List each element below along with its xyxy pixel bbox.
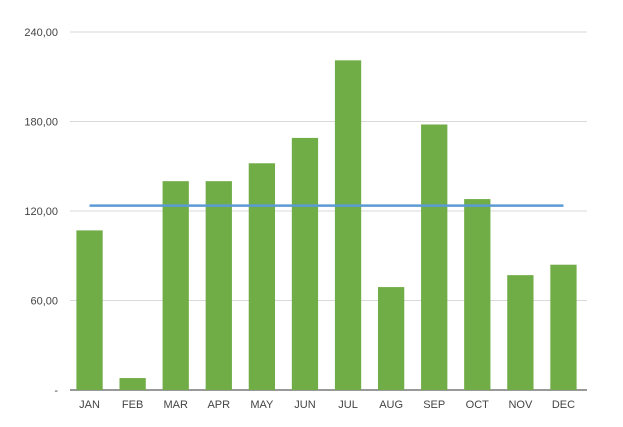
bar-aug: [377, 287, 405, 390]
x-tick-label: SEP: [423, 399, 445, 411]
x-tick-label: OCT: [466, 399, 490, 411]
x-tick-label: MAY: [250, 399, 274, 411]
bar-feb: [119, 378, 146, 390]
x-tick-label: APR: [207, 399, 230, 411]
bars: [76, 60, 577, 390]
bar-jun: [291, 137, 319, 390]
gridlines: [70, 31, 587, 391]
y-tick-label: -: [54, 385, 58, 397]
y-tick-label: 120,00: [24, 206, 58, 218]
bar-dec: [550, 264, 577, 390]
bar-jul: [334, 60, 362, 390]
x-tick-label: JUL: [338, 399, 358, 411]
x-tick-label: FEB: [122, 399, 143, 411]
y-tick-label: 60,00: [30, 296, 58, 308]
y-tick-label: 240,00: [24, 27, 58, 39]
x-tick-label: JAN: [79, 399, 100, 411]
x-axis-ticks: JAN FEB MAR APR MAY JUN JUL AUG SEP OCT NOV DEC: [79, 399, 575, 411]
x-tick-label: DEC: [552, 399, 575, 411]
bar-oct: [464, 199, 491, 390]
x-tick-label: MAR: [163, 399, 188, 411]
y-axis-ticks: - 60,00 120,00 180,00 240,00: [24, 27, 58, 397]
bar-nov: [507, 275, 534, 390]
bar-mar: [162, 181, 189, 390]
bar-sep: [421, 124, 448, 390]
bar-jan: [76, 230, 103, 390]
x-tick-label: NOV: [508, 399, 533, 411]
y-tick-label: 180,00: [24, 117, 58, 129]
x-tick-label: AUG: [379, 399, 403, 411]
x-tick-label: JUN: [294, 399, 315, 411]
bar-may: [248, 163, 276, 390]
bar-apr: [205, 181, 232, 390]
